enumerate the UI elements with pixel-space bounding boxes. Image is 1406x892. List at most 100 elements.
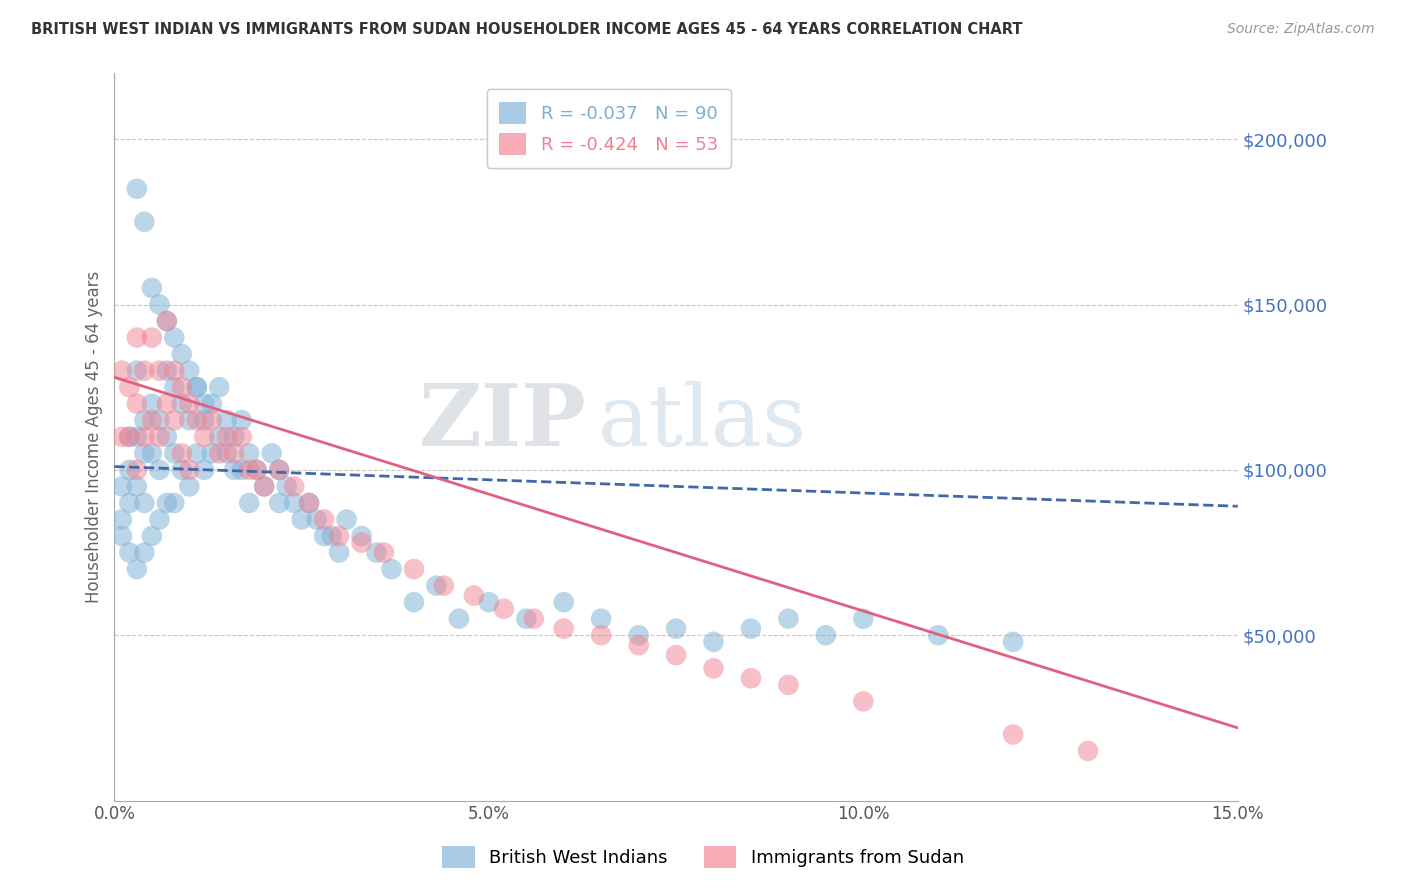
Point [665,622,688,636]
Text: BRITISH WEST INDIAN VS IMMIGRANTS FROM SUDAN HOUSEHOLDER INCOME AGES 45 - 64 YEA: BRITISH WEST INDIAN VS IMMIGRANTS FROM S… [31,22,1022,37]
Point [740,671,762,685]
Point [238,446,260,460]
Point [134,413,156,427]
Point [314,529,336,543]
Point [269,496,291,510]
Text: Source: ZipAtlas.com: Source: ZipAtlas.com [1227,22,1375,37]
Point [852,694,875,708]
Point [246,463,269,477]
Point [148,413,170,427]
Point [118,430,141,444]
Point [186,413,208,427]
Point [118,430,141,444]
Point [208,430,231,444]
Point [201,397,224,411]
Point [553,622,575,636]
Text: atlas: atlas [598,381,807,464]
Point [125,397,148,411]
Point [350,529,373,543]
Point [125,479,148,493]
Point [373,545,395,559]
Point [447,612,470,626]
Point [478,595,501,609]
Point [702,635,724,649]
Point [1002,727,1025,741]
Y-axis label: Householder Income Ages 45 - 64 years: Householder Income Ages 45 - 64 years [86,270,103,603]
Point [111,512,134,526]
Point [215,413,238,427]
Point [208,380,231,394]
Point [156,314,179,328]
Point [253,479,276,493]
Point [778,678,800,692]
Point [402,595,425,609]
Point [141,397,163,411]
Point [170,380,193,394]
Point [170,446,193,460]
Point [156,397,179,411]
Point [702,661,724,675]
Point [134,496,156,510]
Point [627,638,650,652]
Point [814,628,837,642]
Point [163,330,186,344]
Point [141,529,163,543]
Point [328,545,350,559]
Point [553,595,575,609]
Point [125,430,148,444]
Point [134,364,156,378]
Point [125,330,148,344]
Point [186,380,208,394]
Point [591,628,613,642]
Point [125,463,148,477]
Point [179,397,201,411]
Point [231,430,253,444]
Point [163,364,186,378]
Point [238,496,260,510]
Point [298,496,321,510]
Point [141,413,163,427]
Point [328,529,350,543]
Point [156,364,179,378]
Point [208,446,231,460]
Point [193,463,215,477]
Point [321,529,343,543]
Point [148,512,170,526]
Point [224,446,246,460]
Point [201,446,224,460]
Point [148,430,170,444]
Point [298,496,321,510]
Point [111,529,134,543]
Point [179,479,201,493]
Point [253,479,276,493]
Point [193,397,215,411]
Point [283,496,305,510]
Point [215,446,238,460]
Point [927,628,949,642]
Point [134,430,156,444]
Point [1077,744,1099,758]
Point [366,545,388,559]
Point [627,628,650,642]
Point [246,463,269,477]
Point [125,182,148,196]
Point [118,380,141,394]
Point [231,463,253,477]
Point [193,413,215,427]
Point [148,463,170,477]
Point [215,430,238,444]
Point [852,612,875,626]
Point [425,579,447,593]
Point [1002,635,1025,649]
Point [170,397,193,411]
Point [224,430,246,444]
Point [402,562,425,576]
Point [238,463,260,477]
Point [156,430,179,444]
Point [125,562,148,576]
Point [156,314,179,328]
Point [433,579,456,593]
Point [269,463,291,477]
Point [148,297,170,311]
Point [305,512,328,526]
